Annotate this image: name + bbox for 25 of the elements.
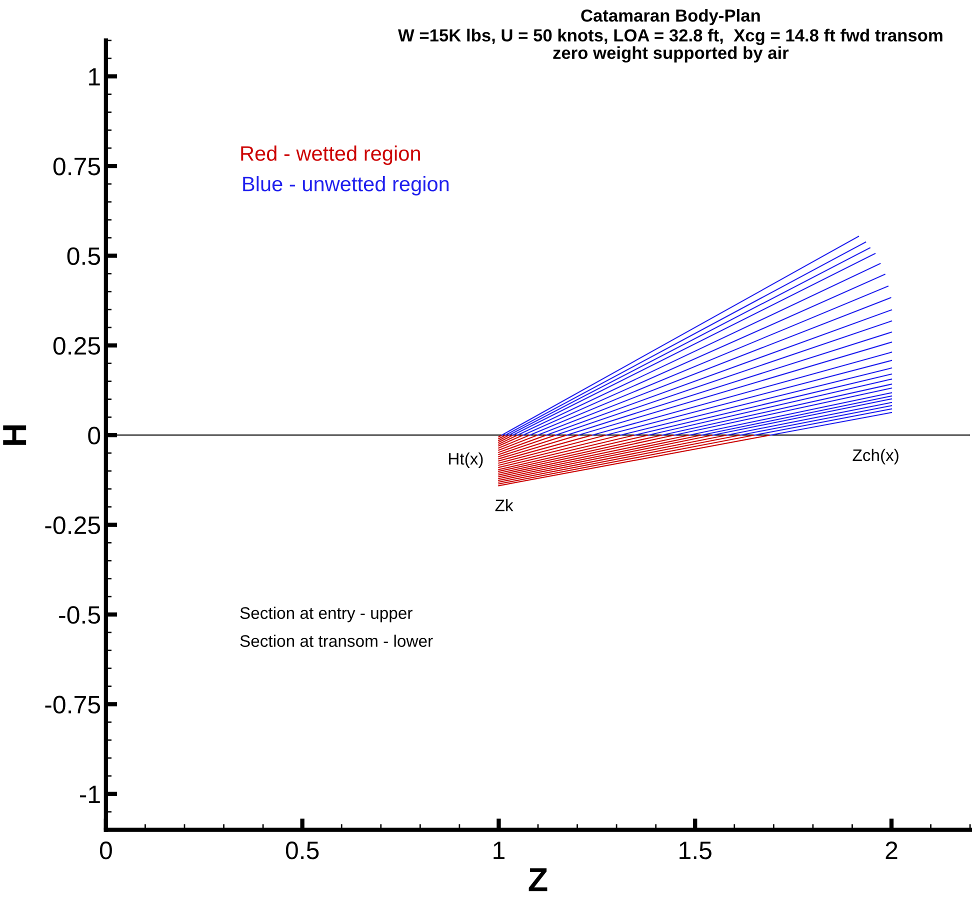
y-axis-title: H (3, 425, 26, 445)
y-tick-label: -0.25 (45, 516, 100, 534)
y-tick-label: -1 (80, 786, 100, 803)
y-tick-label: 0 (88, 426, 100, 444)
x-tick-label: 1 (494, 842, 504, 860)
annotation: Section at transom - lower (240, 634, 433, 647)
x-tick-label: 2 (886, 842, 898, 860)
x-axis-title: Z (528, 868, 548, 892)
y-tick-label: 0.25 (53, 337, 100, 355)
chart-subtitle: W =15K lbs, U = 50 knots, LOA = 32.8 ft, Xcg = 14.8 ft fwd transom zero weight supported by air (398, 28, 942, 63)
y-tick-label: -0.5 (59, 606, 100, 624)
chart-title: Catamaran Body-Plan (581, 8, 760, 26)
x-tick-label: 1.5 (680, 842, 712, 860)
annotation: Zk (495, 499, 514, 512)
x-tick-label: 0 (100, 842, 112, 860)
annotation: Blue - unwetted region (243, 176, 449, 196)
annotation: Zch(x) (852, 448, 898, 464)
y-tick-label: -0.75 (45, 696, 100, 714)
x-tick-label: 0.5 (286, 842, 319, 860)
y-tick-label: 1 (89, 68, 100, 86)
annotation: Red - wetted region (241, 146, 420, 165)
annotation: Section at entry - upper (240, 606, 412, 622)
y-tick-label: 0.5 (67, 247, 100, 266)
annotation: Ht(x) (449, 452, 483, 468)
y-tick-label: 0.75 (53, 158, 100, 176)
